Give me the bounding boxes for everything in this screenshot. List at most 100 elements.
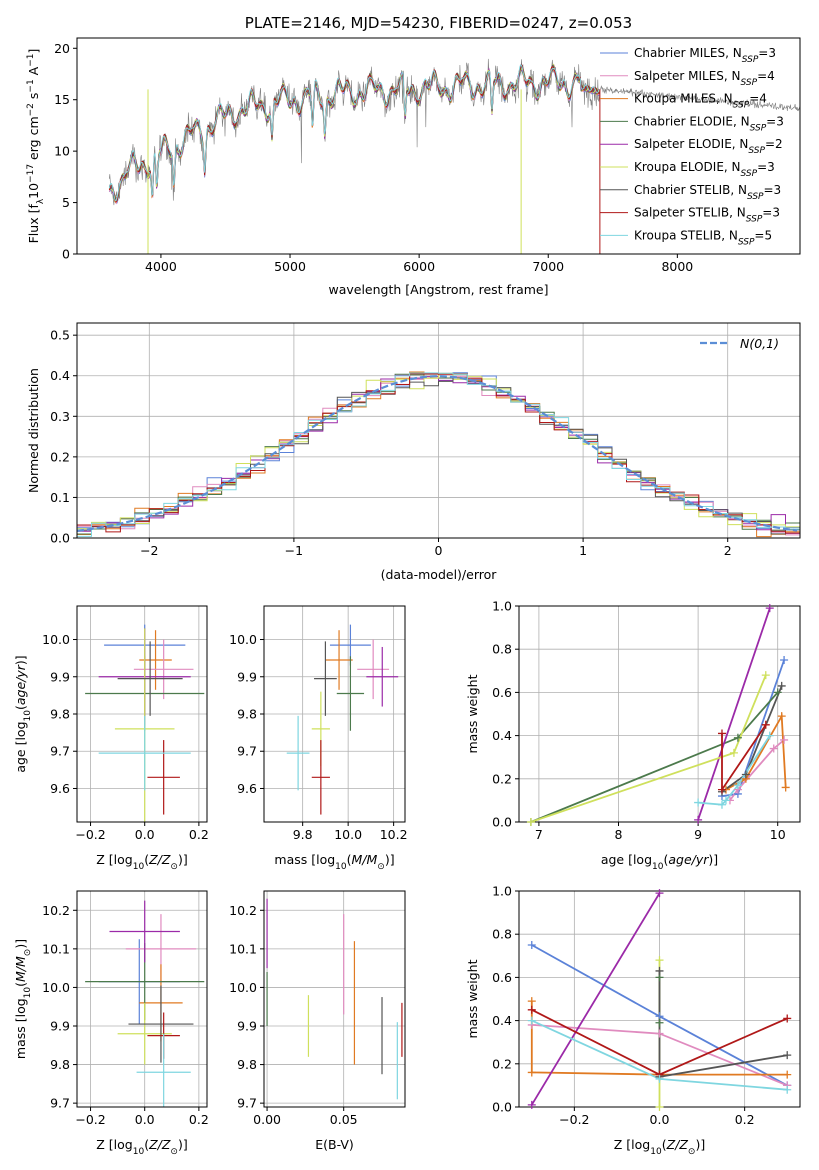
label-part: )]: [178, 852, 188, 867]
label-part: Flux [f: [26, 204, 41, 244]
weight-marker-salpeter_elodie: [694, 815, 703, 824]
label-part: (: [144, 852, 149, 867]
grid: [264, 606, 405, 822]
label-part: Z/Z: [666, 1137, 689, 1152]
y-tick-label: 10.0: [42, 632, 70, 647]
x-tick-label: 0.0: [135, 1112, 155, 1127]
label-part: SSP: [746, 215, 763, 225]
x-tick-label: 9.8: [293, 827, 313, 842]
axes-frame: [263, 890, 406, 1108]
label-part: =5: [754, 228, 772, 242]
weight-marker-salpeter_elodie: [655, 889, 664, 898]
plot-area: [530, 607, 787, 822]
weight-marker-salpeter_stelib: [717, 729, 726, 738]
plot-area: [77, 371, 800, 538]
weight-marker-kroupa_miles: [783, 1070, 792, 1079]
label-part: mass [log: [274, 852, 335, 867]
y-tick-label: 0.4: [492, 728, 512, 743]
label-part: Z [log: [96, 1137, 132, 1152]
y-tick-label: 0.2: [492, 1056, 512, 1071]
label-part: Kroupa STELIB, N: [634, 228, 738, 242]
weight-marker-chabrier_stelib: [783, 1051, 792, 1060]
y-tick-label: 0.4: [492, 1013, 512, 1028]
x-axis-label: (data-model)/error: [381, 567, 498, 582]
weight-marker-kroupa_elodie: [761, 671, 770, 680]
y-tick-label: 0.1: [50, 490, 70, 505]
x-axis-label: Z [log10(Z/Z⊙)]: [614, 1137, 705, 1157]
legend-label: N(0,1): [740, 336, 779, 351]
y-tick-label: 0.2: [50, 449, 70, 464]
legend-label: Kroupa MILES, NSSP=4: [634, 92, 767, 111]
label-part: 10: [335, 862, 347, 872]
weight-marker-kroupa_elodie: [655, 956, 664, 965]
label-part: Salpeter MILES, N: [634, 69, 741, 83]
label-part: SSP: [741, 78, 758, 88]
weight-marker-salpeter_elodie: [765, 604, 774, 613]
weight-line-kroupa_miles: [725, 713, 787, 791]
weight-line-kroupa_miles: [530, 1001, 788, 1076]
y-tick-label: 10.1: [229, 941, 257, 956]
y-tick-label: 0: [62, 247, 70, 262]
x-axis-label: Z [log10(Z/Z⊙)]: [96, 852, 187, 872]
weight-marker-kroupa_stelib: [694, 798, 703, 807]
x-tick-label: 10: [770, 827, 786, 842]
x-axis-label: Z [log10(Z/Z⊙)]: [96, 1137, 187, 1157]
y-axis-label: mass weight: [465, 674, 480, 753]
label-part: 10: [26, 183, 41, 199]
y-axis-label: Normed distribution: [26, 368, 41, 493]
weight-marker-kroupa_stelib: [717, 800, 726, 809]
label-part: s: [26, 93, 41, 104]
x-tick-label: 10.2: [380, 827, 408, 842]
label-part: Chabrier MILES, N: [634, 46, 742, 60]
axes-frame: [76, 37, 801, 255]
weight-marker-kroupa_miles: [781, 783, 790, 792]
y-tick-label: 9.8: [50, 707, 70, 722]
label-part: age [log: [601, 852, 652, 867]
x-tick-label: 9: [694, 827, 702, 842]
plot-area: [286, 624, 399, 815]
y-axis-label: mass weight: [465, 959, 480, 1038]
y-axis-label: age [log10(age/yr)]: [13, 655, 33, 772]
x-tick-label: 0.2: [189, 827, 209, 842]
x-tick-label: 5000: [274, 259, 306, 274]
weight-marker-kroupa_miles: [527, 997, 536, 1006]
y-tick-label: 10.0: [229, 980, 257, 995]
weight-line-salpeter_elodie: [531, 892, 661, 1106]
label-part: Salpeter STELIB, N: [634, 206, 746, 220]
label-part: 10: [23, 987, 33, 999]
x-tick-label: 8000: [661, 259, 693, 274]
x-tick-label: 0.2: [735, 1112, 755, 1127]
y-tick-label: 0.8: [492, 927, 512, 942]
legend: N(0,1): [700, 336, 779, 351]
panel-mass_vs_ebv: 0.00 0.05 9.7 9.8 9.9 10.0 10.1 10.2 E(B-V): [229, 890, 406, 1152]
label-part: Chabrier ELODIE, N: [634, 114, 750, 128]
label-part: Z/Z: [148, 1137, 171, 1152]
weight-marker-kroupa_stelib: [783, 1085, 792, 1094]
x-tick-label: 2: [724, 543, 732, 558]
label-part: 10: [133, 1147, 145, 1157]
x-tick-label: −2: [140, 543, 158, 558]
weight-marker-kroupa_stelib: [733, 781, 742, 790]
y-tick-label: 1.0: [492, 884, 512, 899]
y-tick-label: 9.9: [237, 1019, 257, 1034]
grid: [264, 891, 405, 1107]
y-tick-label: 9.8: [237, 1057, 257, 1072]
legend-label: Chabrier MILES, NSSP=3: [634, 46, 776, 65]
legend-label: Chabrier STELIB, NSSP=3: [634, 183, 781, 202]
legend-label: Kroupa ELODIE, NSSP=3: [634, 160, 775, 179]
axes: −0.2 0.0 0.2 9.6 9.7 9.8 9.9 10.0: [42, 605, 209, 842]
plot-area: [85, 624, 205, 822]
label-part: ⊙: [170, 862, 178, 872]
label-part: SSP: [733, 101, 750, 111]
x-tick-label: 0.05: [330, 1112, 358, 1127]
label-part: age/yr: [13, 664, 28, 705]
y-tick-label: 9.7: [50, 744, 70, 759]
y-tick-label: 9.9: [237, 669, 257, 684]
y-tick-label: 20: [54, 41, 70, 56]
label-part: (: [13, 705, 28, 710]
label-part: λ: [36, 198, 46, 204]
weight-marker-chabrier_elodie: [773, 688, 782, 697]
plot-area: [266, 898, 403, 1100]
label-part: Z/Z: [148, 852, 171, 867]
